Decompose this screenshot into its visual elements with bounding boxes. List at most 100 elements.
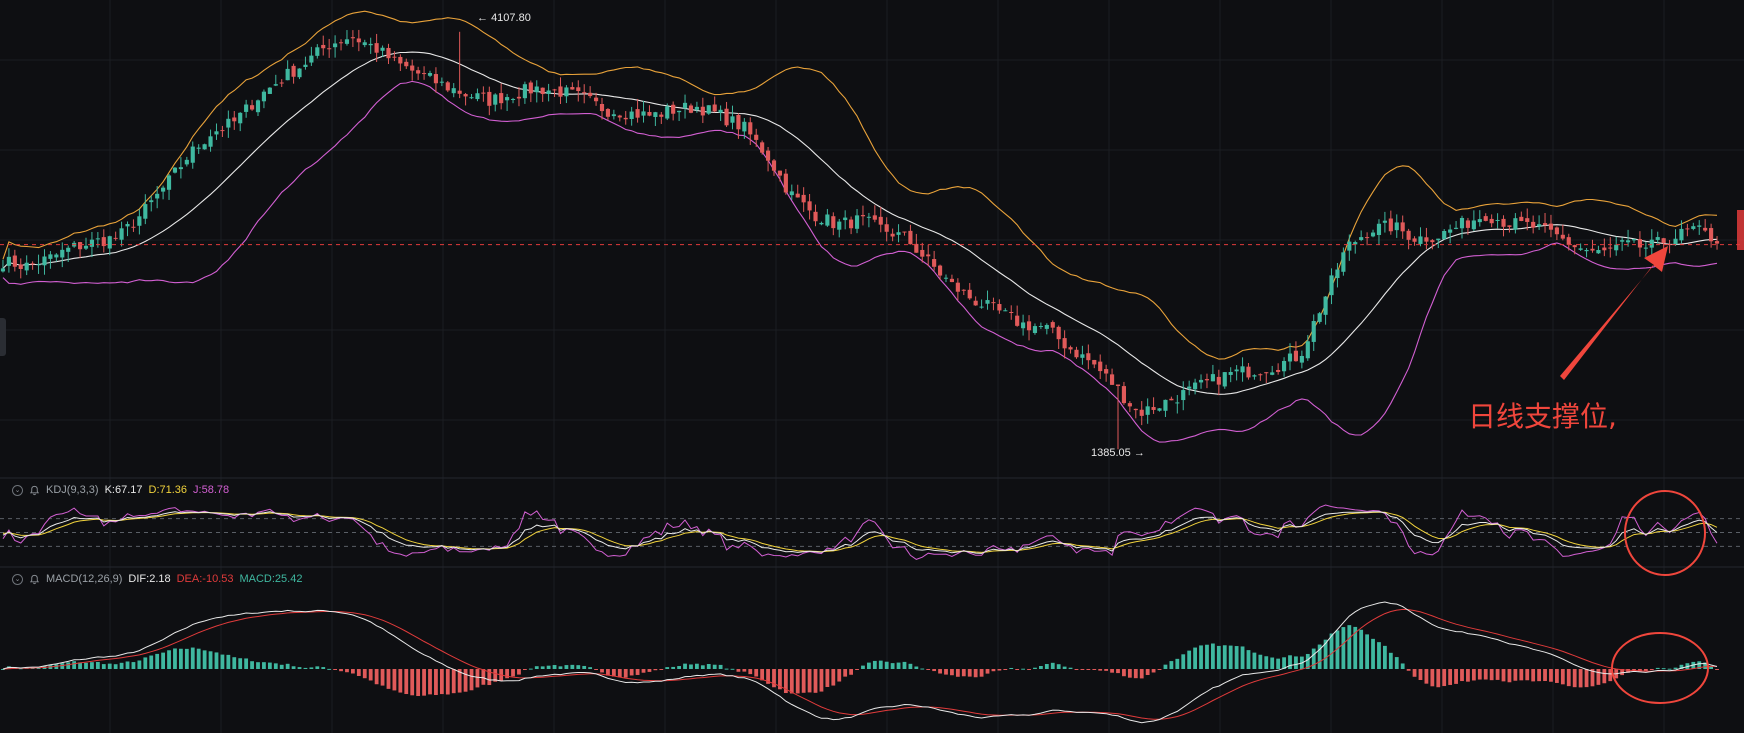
macd-hist-bar: [1679, 664, 1684, 669]
macd-hist-bar: [463, 669, 468, 692]
macd-hist-bar: [712, 664, 717, 669]
macd-hist-bar: [1703, 662, 1708, 669]
macd-hist-bar: [1033, 667, 1037, 669]
macd-hist-bar: [1062, 666, 1067, 669]
macd-hist-bar: [1377, 642, 1381, 669]
boll-mid-line: [2, 51, 1718, 395]
candle-body: [392, 56, 397, 58]
candle-body: [457, 90, 462, 94]
macd-hist-bar: [1133, 669, 1138, 679]
candle-body: [1264, 372, 1269, 374]
macd-hist-bar: [760, 669, 765, 681]
macd-hist-bar: [831, 669, 836, 686]
candle-body: [48, 254, 53, 259]
macd-hist-bar: [428, 669, 432, 695]
macd-hist-bar: [161, 652, 166, 669]
candle-body: [546, 90, 551, 94]
candle-body: [386, 47, 391, 59]
macd-hist-bar: [1460, 669, 1464, 682]
macd-hist-bar: [558, 666, 563, 669]
macd-hist-bar: [1276, 658, 1281, 669]
candle-body: [481, 92, 486, 94]
chevron-down-icon[interactable]: ⌄: [12, 484, 23, 496]
support-annotation: 日线支撑位,: [1468, 400, 1617, 433]
candle-body: [1015, 315, 1020, 326]
candle-body: [1620, 240, 1625, 242]
candle-body: [937, 265, 943, 276]
macd-hist-bar: [208, 651, 213, 669]
candle-body: [1608, 247, 1613, 249]
macd-hist-bar: [481, 669, 486, 685]
macd-hist-bar: [190, 647, 195, 669]
macd-hist-bar: [700, 665, 705, 669]
macd-hist-bar: [1068, 667, 1073, 669]
candle-body: [908, 230, 913, 245]
macd-hist-bar: [766, 669, 770, 684]
macd-hist-bar: [1673, 667, 1678, 669]
candle-body: [356, 38, 361, 43]
left-collapse-handle[interactable]: [0, 318, 6, 356]
macd-hist-bar: [279, 664, 284, 669]
macd-hist-bar: [534, 666, 539, 669]
candle-body: [493, 94, 498, 105]
candle-body: [18, 264, 23, 269]
macd-hist-bar: [1122, 669, 1126, 677]
price-tag-marker[interactable]: [1737, 210, 1744, 250]
candle-body: [1554, 227, 1559, 235]
candle-body: [1347, 241, 1352, 251]
macd-hist-bar: [600, 669, 604, 673]
macd-hist-bar: [1305, 653, 1310, 669]
macd-hist-bar: [778, 669, 782, 690]
macd-hist-bar: [1157, 669, 1162, 670]
macd-hist-bar: [1199, 645, 1203, 669]
macd-hist-bar: [291, 666, 296, 669]
macd-hist-bar: [1519, 669, 1524, 681]
macd-hist-bar: [1110, 669, 1114, 673]
candle-body: [1519, 216, 1524, 221]
arrow-icon: [1560, 246, 1668, 380]
candle-body: [754, 134, 759, 140]
macd-hist-bar: [689, 664, 693, 669]
candle-body: [653, 112, 658, 117]
candle-body: [724, 108, 729, 126]
macd-hist-bar: [1412, 669, 1417, 677]
candle-body: [184, 159, 189, 165]
candle-body: [522, 84, 527, 99]
macd-hist-bar: [262, 662, 266, 669]
candle-body: [60, 249, 65, 258]
candle-body: [333, 43, 338, 48]
macd-hist-bar: [78, 662, 82, 669]
macd-hist-bar: [920, 668, 925, 670]
candle-body: [1056, 326, 1061, 340]
chevron-down-icon[interactable]: ⌄: [12, 573, 23, 585]
macd-hist-bar: [1537, 669, 1542, 682]
macd-hist-bar: [1193, 647, 1198, 669]
candle-body: [0, 268, 6, 272]
candle-body: [125, 224, 130, 227]
candle-body: [1465, 220, 1471, 228]
candle-body: [6, 256, 11, 266]
candle-body: [427, 73, 433, 76]
candle-body: [902, 231, 907, 233]
macd-hist-bar: [1329, 633, 1334, 669]
macd-hist-bar: [967, 669, 972, 677]
candle-body: [1631, 239, 1637, 241]
macd-hist-bar: [1056, 664, 1061, 669]
macd-hist-bar: [1347, 625, 1352, 669]
candle-body: [439, 81, 444, 83]
macd-hist-bar: [1282, 657, 1286, 669]
macd-hist-bar: [866, 662, 871, 669]
candle-body: [837, 221, 842, 230]
bell-icon[interactable]: [29, 574, 40, 585]
bell-icon[interactable]: [29, 485, 40, 496]
macd-hist-bar: [1151, 669, 1156, 673]
macd-hist-bar: [1632, 669, 1636, 671]
candle-body: [1121, 386, 1127, 404]
candle-body: [505, 97, 510, 101]
candle-body: [1697, 225, 1702, 227]
candle-body: [1252, 375, 1257, 377]
candle-body: [463, 94, 468, 97]
candle-body: [528, 82, 533, 94]
